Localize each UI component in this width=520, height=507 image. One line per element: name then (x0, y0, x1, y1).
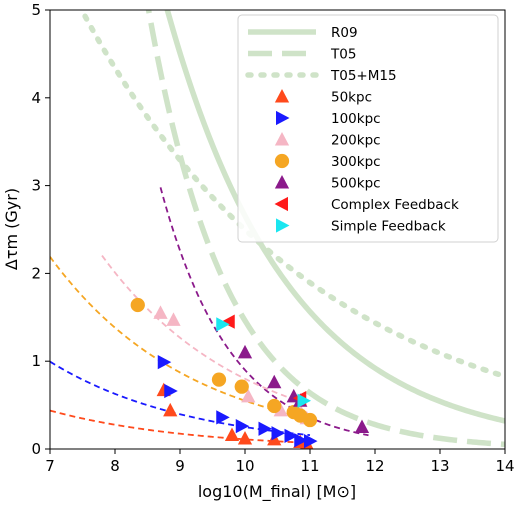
legend-marker (276, 110, 290, 126)
y-tick-label: 4 (31, 89, 41, 107)
fit-line-3 (50, 256, 304, 418)
data-point-500kpc (237, 344, 253, 359)
data-point-200kpc (166, 312, 181, 326)
legend-marker (276, 218, 290, 233)
data-point-300kpc (234, 379, 249, 394)
y-tick-label: 0 (31, 440, 41, 458)
legend-label: 200kpc (331, 133, 381, 149)
data-point-100kpc (304, 433, 318, 449)
data-point-100kpc (235, 419, 250, 434)
curve-r09 (164, 10, 505, 424)
legend-label: 50kpc (331, 90, 372, 106)
data-point-50kpc (163, 402, 178, 417)
y-tick-label: 3 (31, 177, 41, 195)
y-tick-label: 2 (31, 264, 41, 282)
legend-box (237, 14, 499, 243)
data-point-complex-feedback (221, 314, 235, 329)
legend-label: 100kpc (331, 111, 381, 127)
y-tick-label: 5 (31, 1, 41, 19)
data-point-50kpc (224, 427, 240, 441)
data-point-simple-feedback (297, 393, 311, 408)
legend-marker (274, 175, 290, 189)
data-point-200kpc (241, 388, 256, 403)
data-point-300kpc (211, 372, 227, 387)
fit-line-1 (159, 187, 369, 437)
data-point-200kpc (153, 305, 168, 319)
fit-line-4 (50, 360, 311, 437)
legend-marker (274, 89, 290, 103)
y-tick-label: 1 (31, 352, 41, 370)
plot-frame (49, 9, 506, 450)
data-point-100kpc (271, 426, 285, 441)
data-point-300kpc (267, 398, 282, 414)
data-point-300kpc (302, 412, 318, 428)
x-tick-label: 12 (365, 457, 384, 475)
data-point-100kpc (164, 383, 178, 399)
legend-label: 300kpc (331, 154, 381, 170)
data-point-500kpc (267, 374, 282, 389)
data-point-50kpc (237, 430, 253, 445)
x-tick-label: 7 (45, 457, 55, 475)
data-point-100kpc (216, 410, 230, 425)
data-point-100kpc (294, 433, 308, 448)
data-point-200kpc (273, 402, 288, 417)
fit-line-5 (50, 409, 298, 444)
legend: R09 T05 T05+M15 50kpc 100kpc 200kpc 300kpc 500k… (237, 14, 499, 243)
legend-marker (274, 132, 290, 146)
x-axis-label: log10(M_final) [M⊙] (198, 482, 356, 502)
data-point-100kpc (284, 428, 298, 443)
data-point-500kpc (354, 419, 370, 434)
legend-label: T05+M15 (330, 68, 397, 84)
x-tick-label: 8 (110, 457, 120, 475)
legend-marker (274, 196, 288, 212)
data-point-100kpc (258, 421, 272, 436)
legend-label: Simple Feedback (331, 219, 446, 235)
legend-label: T05 (330, 47, 356, 63)
x-tick-label: 9 (175, 457, 185, 475)
data-point-100kpc (157, 354, 172, 370)
data-point-300kpc (130, 297, 145, 313)
x-tick-label: 11 (300, 457, 319, 475)
curve-t05-m15 (78, 10, 505, 380)
x-tick-label: 13 (430, 457, 449, 475)
legend-label: R09 (331, 25, 358, 41)
x-tick-label: 14 (495, 457, 514, 475)
y-axis-label: Δτm (Gyr) (2, 188, 21, 270)
x-tick-label: 10 (235, 457, 254, 475)
legend-label: 500kpc (331, 176, 381, 192)
legend-label: Complex Feedback (331, 197, 459, 213)
legend-marker (274, 153, 290, 169)
fit-line-2 (101, 255, 304, 404)
data-point-simple-feedback (216, 317, 230, 332)
